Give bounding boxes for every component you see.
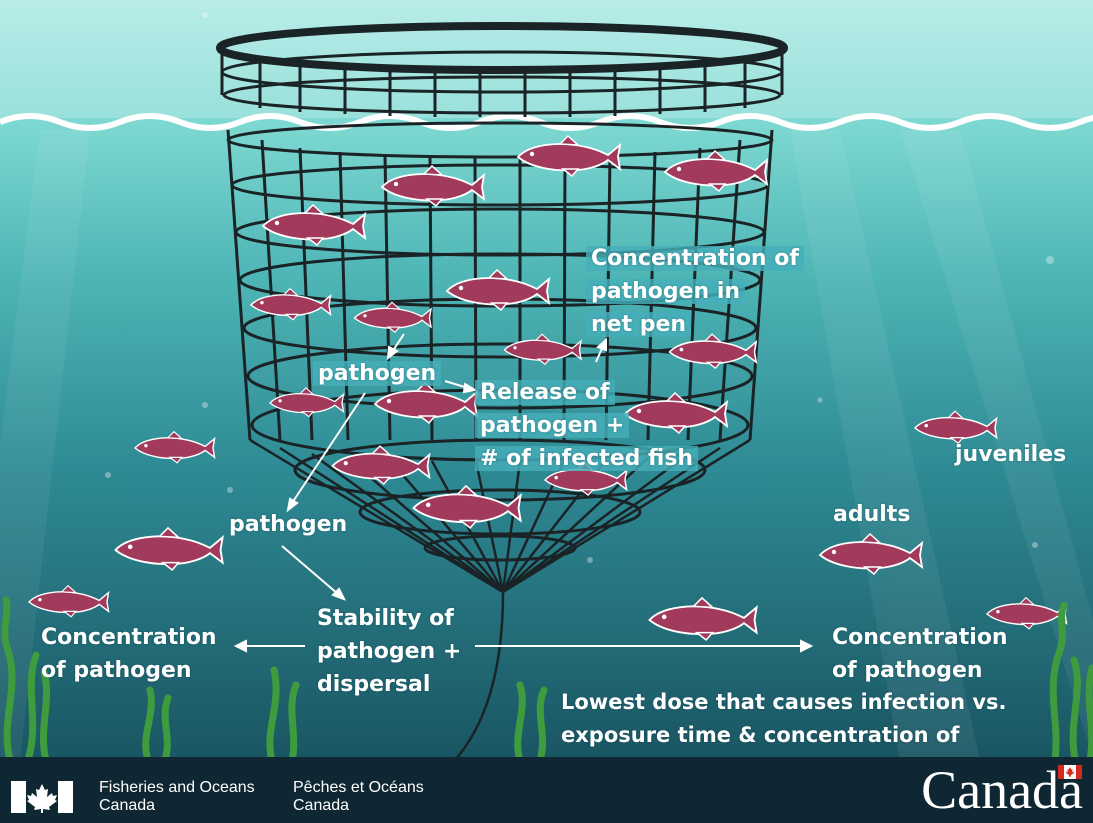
label-pathogen-outside: pathogen [229, 512, 348, 537]
label-stability: Stability of pathogen + dispersal [317, 602, 461, 701]
label-line: of pathogen [832, 658, 983, 683]
label-line: Lowest dose that causes infection vs. [561, 690, 1007, 714]
department-line: Pêches et Océans [293, 779, 424, 796]
light-rays [0, 130, 1093, 760]
canada-flag-logo [11, 781, 73, 813]
label-line: pathogen [313, 361, 442, 386]
department-line: Canada [99, 797, 156, 814]
water-body [0, 118, 1093, 758]
label-line: Concentration of [586, 246, 804, 271]
label-pathogen-inside: pathogen [313, 357, 442, 390]
label-concentration-net-pen: Concentration of pathogen in net pen [586, 242, 804, 341]
label-line: Release of [475, 380, 615, 405]
department-line: Canada [293, 797, 350, 814]
label-juveniles: juveniles [955, 442, 1067, 467]
label-line: dispersal [317, 672, 431, 697]
label-line: Concentration [832, 625, 1008, 650]
department-name-fr: Pêches et Océans Canada [293, 779, 424, 815]
water-surface-waves [0, 113, 1093, 131]
label-line: # of infected fish [475, 446, 699, 471]
sky-band [0, 0, 1093, 125]
label-concentration-left: Concentration of pathogen [41, 621, 217, 687]
label-line: exposure time & concentration of [561, 723, 960, 747]
bubbles [105, 12, 1054, 563]
wordmark-flag-icon [1058, 765, 1082, 779]
seaweed [1, 596, 1093, 764]
flow-arrows [233, 333, 814, 653]
label-line: Concentration [41, 625, 217, 650]
label-line: net pen [586, 312, 692, 337]
label-line: of pathogen [41, 658, 192, 683]
label-concentration-right: Concentration of pathogen [832, 621, 1008, 687]
label-release: Release of pathogen + # of infected fish [475, 376, 699, 475]
label-adults: adults [833, 502, 911, 527]
label-line: pathogen in [586, 279, 746, 304]
department-line: Fisheries and Oceans [99, 779, 255, 796]
label-lowest-dose: Lowest dose that causes infection vs. ex… [561, 686, 1007, 752]
label-line: Stability of [317, 606, 454, 631]
label-line: pathogen + [317, 639, 462, 664]
footer-bar: Fisheries and Oceans Canada Pêches et Oc… [0, 757, 1093, 823]
label-line: pathogen + [475, 413, 630, 438]
department-name-en: Fisheries and Oceans Canada [99, 779, 255, 815]
canada-wordmark: Canada [921, 760, 1083, 820]
maple-leaf-icon [27, 784, 57, 813]
